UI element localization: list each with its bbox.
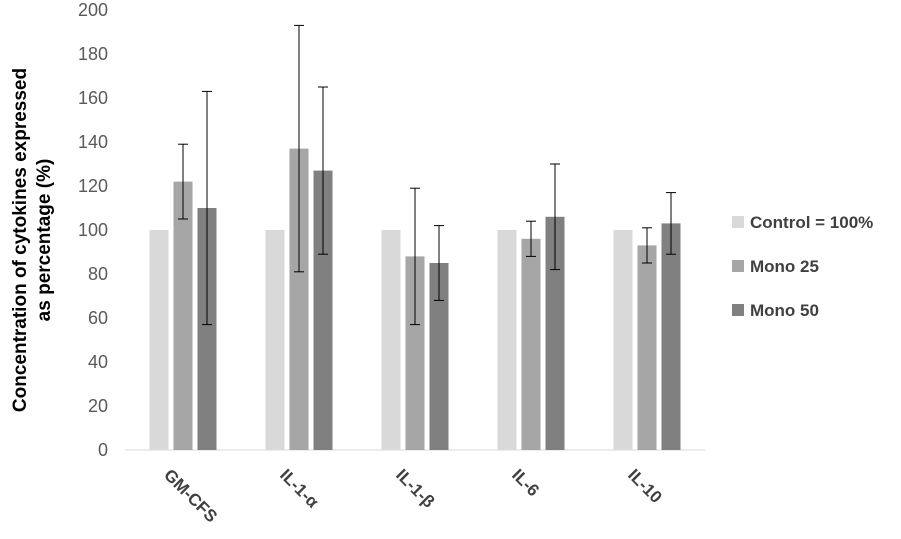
legend: Control = 100% Mono 25 Mono 50 [732, 213, 873, 320]
y-tick-label: 200 [78, 0, 108, 20]
legend-swatch [732, 260, 744, 272]
legend-swatch [732, 304, 744, 316]
legend-label: Mono 50 [750, 301, 819, 320]
legend-label: Control = 100% [750, 213, 873, 232]
y-axis-ticks: 0 20 40 60 80 100 120 140 160 180 200 [78, 0, 108, 460]
y-tick-label: 140 [78, 132, 108, 152]
bar [265, 230, 285, 450]
bar [497, 230, 517, 450]
y-tick-label: 40 [88, 352, 108, 372]
bar [313, 170, 333, 450]
legend-swatch [732, 216, 744, 228]
legend-label: Mono 25 [750, 257, 819, 276]
x-category-label: IL-6 [508, 465, 543, 500]
y-axis-label-line: Concentration of cytokines expressed [10, 68, 31, 412]
bar [149, 230, 169, 450]
error-bars [178, 24, 676, 326]
y-tick-label: 0 [98, 440, 108, 460]
y-tick-label: 160 [78, 88, 108, 108]
bar [405, 256, 425, 450]
bar [381, 230, 401, 450]
bars [149, 148, 681, 450]
y-tick-label: 60 [88, 308, 108, 328]
bar [613, 230, 633, 450]
bar [197, 208, 217, 450]
y-tick-label: 120 [78, 176, 108, 196]
bar [521, 238, 541, 450]
bar [545, 216, 565, 450]
bar [661, 223, 681, 450]
y-axis-title: Concentration of cytokines expressed as p… [10, 68, 55, 412]
y-tick-label: 100 [78, 220, 108, 240]
y-axis-label-line: as percentage (%) [34, 159, 55, 322]
x-category-label: IL-1-α [276, 465, 323, 512]
x-axis-labels: GM-CFS IL-1-α IL-1-β IL-6 IL-10 [160, 465, 665, 526]
y-tick-label: 20 [88, 396, 108, 416]
x-category-label: GM-CFS [160, 465, 221, 526]
bar [429, 263, 449, 450]
x-category-label: IL-10 [624, 465, 665, 506]
bar [289, 148, 309, 450]
x-category-label: IL-1-β [392, 465, 438, 511]
bar [637, 245, 657, 450]
bar [173, 181, 193, 450]
y-tick-label: 180 [78, 44, 108, 64]
y-axis-label: Concentration of cytokines expressed as p… [10, 68, 55, 412]
y-tick-label: 80 [88, 264, 108, 284]
